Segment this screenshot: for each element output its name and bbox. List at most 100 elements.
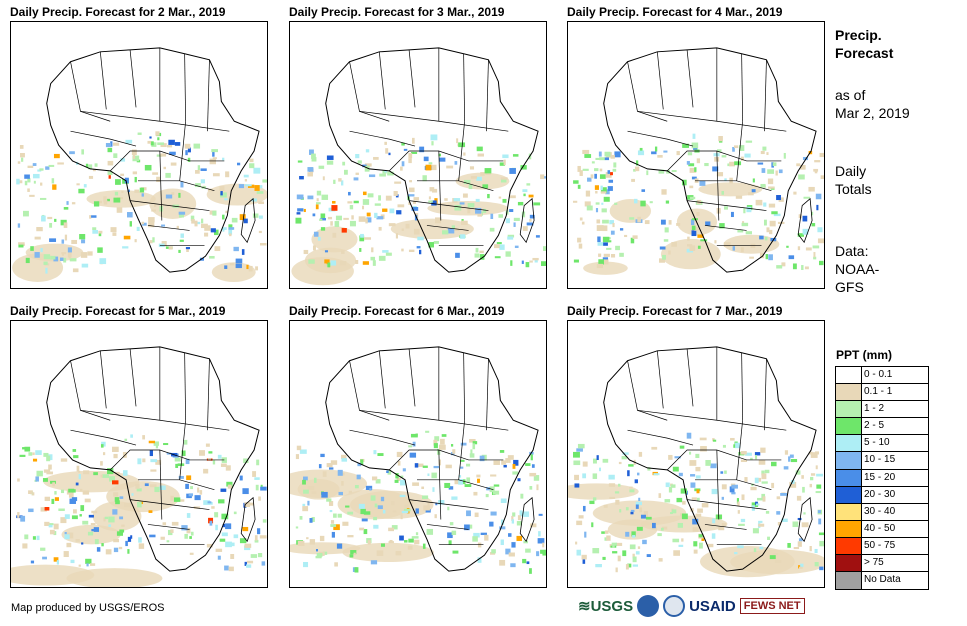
precip-cell <box>505 251 511 257</box>
precip-cell <box>428 196 431 200</box>
precip-cell <box>228 566 234 572</box>
precip-cell <box>720 471 724 474</box>
precip-cell <box>426 528 434 535</box>
legend-label: 40 - 50 <box>864 522 896 534</box>
precip-cell <box>219 192 227 198</box>
precip-cell <box>422 495 429 500</box>
precip-cell <box>768 186 775 189</box>
madagascar-outline <box>797 496 813 543</box>
precip-cell <box>355 172 359 175</box>
precip-cell <box>686 432 692 439</box>
precip-cell <box>379 173 386 177</box>
precip-cell <box>711 488 718 495</box>
precip-cell <box>88 175 94 179</box>
precip-cell <box>601 202 604 205</box>
precip-cell <box>341 228 347 233</box>
precip-cell <box>627 563 632 568</box>
precip-cell <box>376 550 384 556</box>
precip-cell <box>631 531 636 537</box>
country-border <box>627 429 694 446</box>
legend-swatch <box>836 555 862 572</box>
precip-cell <box>362 191 367 196</box>
precip-cell <box>109 476 115 482</box>
precip-cell <box>748 192 754 196</box>
precip-cell <box>460 234 466 239</box>
precip-cell <box>53 531 57 536</box>
precip-cell <box>230 554 235 559</box>
precip-cell <box>764 469 770 474</box>
precip-cell <box>789 481 797 488</box>
precip-cell <box>761 470 765 476</box>
precip-cell <box>745 231 752 235</box>
precip-cell <box>625 564 629 570</box>
precip-cell <box>760 150 765 155</box>
precip-cell <box>710 463 717 469</box>
precip-cell <box>689 196 696 200</box>
precip-cell <box>36 227 43 232</box>
legend-row: 50 - 75 <box>836 537 928 556</box>
precip-cell <box>115 179 121 185</box>
precip-cell <box>91 215 97 218</box>
precip-cell <box>157 137 160 141</box>
precip-cell <box>400 514 403 520</box>
sidebar-asof-date: Mar 2, 2019 <box>835 105 910 121</box>
precip-cell <box>112 232 117 236</box>
precip-cell <box>303 208 306 213</box>
precip-cell <box>179 239 184 242</box>
precip-cell <box>200 223 208 229</box>
precip-cell <box>43 254 51 260</box>
precip-cell <box>328 467 334 470</box>
precip-cell <box>256 191 264 194</box>
precip-cell <box>423 505 430 511</box>
precip-cell <box>645 516 652 520</box>
precip-cell <box>92 168 96 172</box>
country-border <box>349 429 416 446</box>
precip-cell <box>574 483 580 488</box>
precip-cell <box>132 153 136 159</box>
precip-cell <box>110 227 117 233</box>
precip-cell <box>612 168 617 172</box>
precip-cell <box>622 452 629 455</box>
precip-cell <box>531 464 535 468</box>
precip-cell <box>378 226 382 231</box>
precip-cell <box>354 484 359 489</box>
precip-cell <box>83 470 90 475</box>
precip-cell <box>17 223 21 228</box>
precip-cell <box>696 212 700 216</box>
precip-cell <box>639 147 643 151</box>
precip-cell <box>612 543 615 548</box>
precip-cell <box>597 236 601 243</box>
precip-cell <box>251 198 257 202</box>
precip-cell <box>342 161 346 166</box>
precip-cell <box>586 205 593 211</box>
precip-cell <box>370 495 376 501</box>
precip-cell <box>203 468 209 474</box>
precip-cell <box>122 246 129 249</box>
precip-cell <box>513 217 520 221</box>
precip-cell <box>81 263 89 268</box>
precip-cell <box>439 157 446 162</box>
precip-cell <box>228 227 235 230</box>
precip-cell <box>229 233 232 237</box>
precip-cell <box>370 256 376 261</box>
precip-cell <box>337 513 342 518</box>
precip-cell <box>227 484 232 489</box>
precip-cell <box>625 507 629 511</box>
precip-cell <box>16 178 20 185</box>
precip-cell <box>701 503 709 508</box>
precip-cell <box>444 482 451 488</box>
sidebar-data-line1: Data: <box>835 243 869 259</box>
precip-cell <box>388 527 395 532</box>
precip-cell <box>208 517 214 524</box>
precip-cell <box>302 479 306 485</box>
precip-cell <box>405 223 410 229</box>
precip-cell <box>638 497 641 501</box>
precip-cell <box>186 527 191 534</box>
sidebar-data-line2: NOAA- <box>835 261 880 277</box>
precip-cell <box>80 505 85 512</box>
precip-cell <box>114 497 120 502</box>
precip-cell <box>718 526 725 531</box>
precip-cell <box>448 540 452 545</box>
precip-cell <box>165 172 171 178</box>
country-border <box>129 49 137 108</box>
